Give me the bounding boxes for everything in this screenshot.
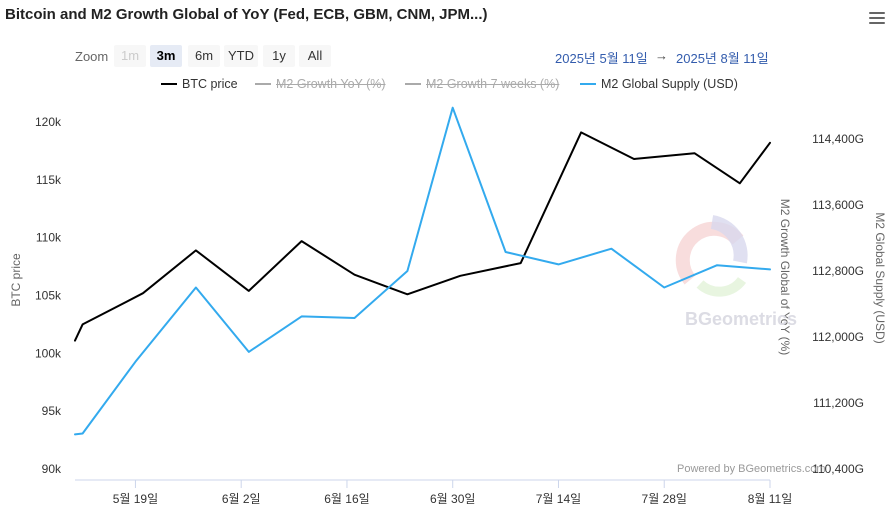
right-axis-tick-label: 112,800G [812,264,864,278]
zoom-1m-button[interactable]: 1m [114,45,146,67]
right-axis-tick-label: 111,200G [813,396,864,410]
x-axis-tick-label: 8월 11일 [748,492,793,506]
watermark-text: BGeometrics [685,309,798,329]
left-axis-tick-label: 100k [35,346,62,360]
x-axis-tick-label: 5월 19일 [113,492,158,506]
x-axis-tick-label: 7월 14일 [536,492,581,506]
legend-swatch [405,82,421,85]
right-axis-tick-label: 110,400G [812,462,864,476]
left-axis-tick-label: 95k [42,404,62,418]
zoom-6m-button[interactable]: 6m [188,45,220,67]
legend-swatch [161,82,177,85]
legend-swatch [255,82,271,85]
menu-bar [869,22,885,24]
watermark-logo-arc-blue [710,215,748,264]
zoom-ytd-button[interactable]: YTD [224,45,258,67]
chart-title: Bitcoin and M2 Growth Global of YoY (Fed… [5,6,488,23]
zoom-1y-button[interactable]: 1y [263,45,295,67]
legend-btc-price[interactable]: BTC price [161,77,238,91]
x-axis-tick-label: 6월 30일 [430,492,475,506]
legend-swatch [580,82,596,85]
x-axis-tick-label: 6월 16일 [324,492,369,506]
left-axis-tick-label: 110k [36,231,62,245]
hamburger-menu-icon[interactable] [869,12,885,27]
legend-m2-growth-7-weeks[interactable]: M2 Growth 7 weeks (%) [405,77,559,91]
legend-label: M2 Growth YoY (%) [276,77,386,91]
left-axis-title: BTC price [9,253,23,307]
zoom-3m-button[interactable]: 3m [150,45,182,67]
right-axis-tick-label: 112,000G [812,330,864,344]
legend-m2-growth-yoy[interactable]: M2 Growth YoY (%) [255,77,386,91]
x-axis-tick-label: 6월 2일 [222,492,261,506]
range-to-input[interactable]: 2025년 8월 11일 [676,51,769,66]
legend-label: M2 Global Supply (USD) [601,77,738,91]
range-from-input[interactable]: 2025년 5월 11일 [555,51,648,66]
left-axis-tick-label: 90k [42,462,62,476]
legend-m2-global-supply[interactable]: M2 Global Supply (USD) [580,77,738,91]
middle-axis-title: M2 Growth Global of YoY (%) [778,199,792,356]
zoom-all-button[interactable]: All [299,45,331,67]
series-line-btc-price[interactable] [74,131,771,342]
left-axis-tick-label: 120k [35,115,62,129]
legend-label: M2 Growth 7 weeks (%) [426,77,560,91]
left-axis-tick-label: 115k [36,173,62,187]
menu-bar [869,17,885,19]
watermark-logo-arc-green [696,276,747,297]
right-axis-title: M2 Global Supply (USD) [873,212,887,343]
left-axis-tick-label: 105k [35,289,62,303]
zoom-label: Zoom [75,49,109,64]
right-axis-tick-label: 113,600G [812,198,864,212]
series-line-m2-global-supply-usd[interactable] [74,106,771,436]
right-axis-tick-label: 114,400G [812,132,864,146]
menu-bar [869,12,885,14]
legend-label: BTC price [182,77,238,91]
x-axis-tick-label: 7월 28일 [642,492,687,506]
range-arrow: → [655,48,668,63]
credits-link[interactable]: Powered by BGeometrics.com [677,463,826,475]
